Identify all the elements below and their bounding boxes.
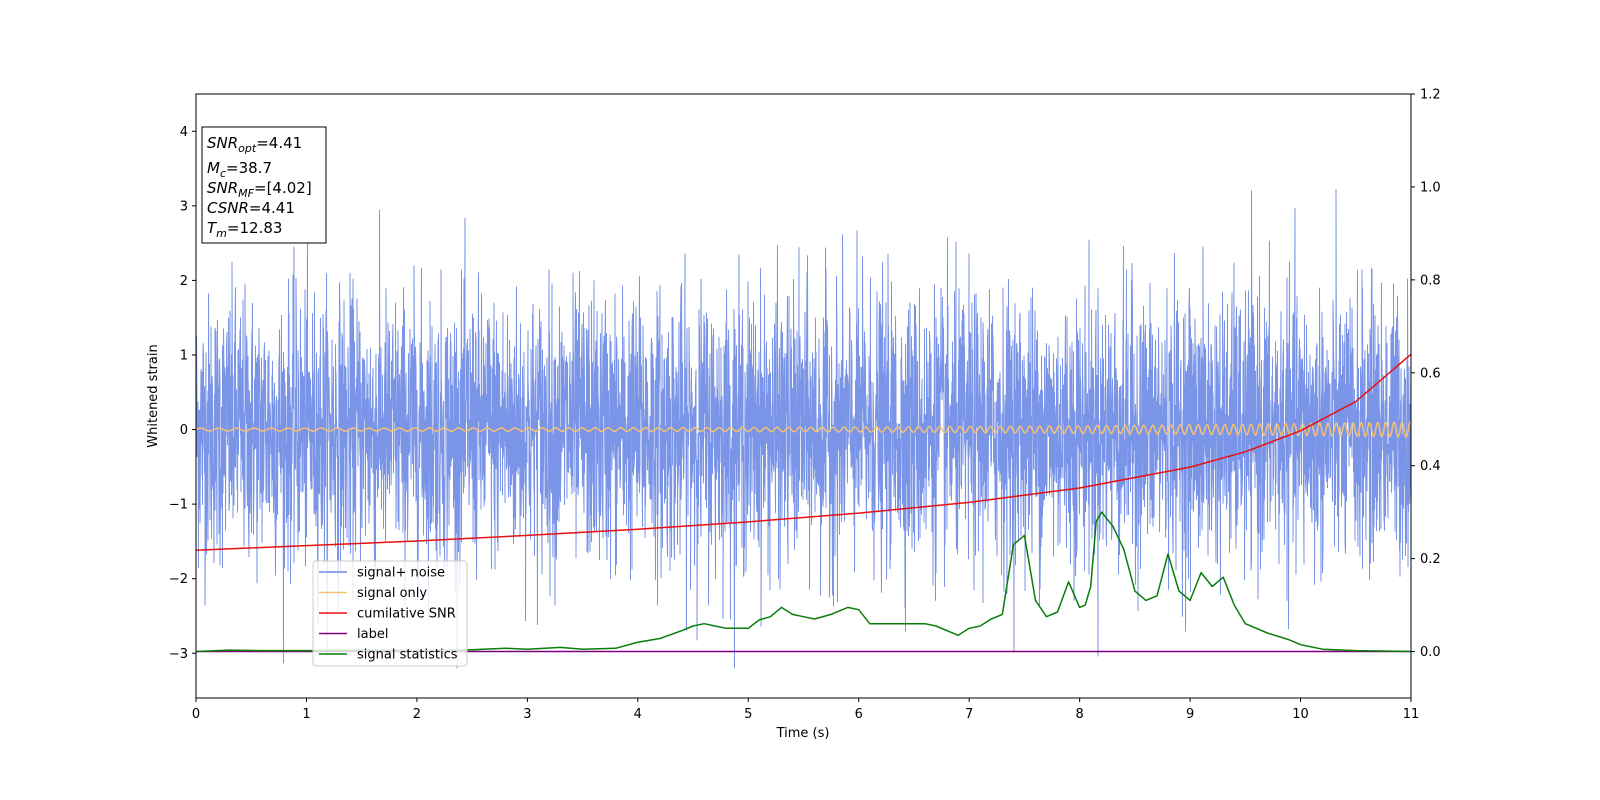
stats-value: =4.41: [249, 199, 295, 217]
y2-tick-label: 0.8: [1420, 273, 1441, 288]
stats-value: =38.7: [226, 159, 272, 177]
legend-label: label: [357, 627, 388, 642]
y-tick-label: 1: [180, 348, 188, 363]
stats-line: CSNR=4.41: [207, 199, 295, 217]
y-tick-label: 2: [180, 274, 188, 289]
stats-box: SNRopt=4.41 Mc=38.7 SNRMF=[4.02] CSNR=4.41 T…: [201, 126, 327, 244]
stats-line: SNRMF=[4.02]: [207, 179, 312, 200]
stats-subscript: c: [220, 167, 226, 180]
x-tick-label: 0: [192, 707, 200, 722]
stats-value: =[4.02]: [254, 179, 312, 197]
axes: 0 1 2 3 4 5 6 7 8 9 10 11 −3 −2 −1 0 1 2 3 4 0.0 0.2 0.4 0.6 0.8…: [169, 88, 1441, 723]
legend-label: signal+ noise: [357, 566, 445, 581]
legend-label: cumilative SNR: [357, 607, 456, 622]
y-tick-label: 3: [180, 199, 188, 214]
stats-subscript: MF: [238, 187, 254, 200]
stats-line: Tm=12.83: [207, 219, 282, 240]
legend-label: signal statistics: [357, 648, 458, 663]
x-tick-label: 2: [413, 707, 421, 722]
stats-line: Mc=38.7: [207, 159, 272, 180]
y-tick-label: −3: [169, 647, 188, 662]
stats-value: =12.83: [227, 219, 283, 237]
series-signal-noise: [196, 189, 1411, 669]
x-tick-label: 1: [302, 707, 310, 722]
y-tick-label: −2: [169, 572, 188, 587]
y-tick-label: −1: [169, 498, 188, 513]
y2-tick-label: 0.4: [1420, 459, 1441, 474]
x-tick-label: 8: [1075, 707, 1083, 722]
x-tick-label: 5: [744, 707, 752, 722]
x-tick-label: 11: [1403, 707, 1420, 722]
x-axis-label: Time (s): [776, 726, 830, 741]
stats-subscript: opt: [238, 142, 257, 155]
x-tick-label: 7: [965, 707, 973, 722]
y-tick-label: 0: [180, 423, 188, 438]
series-signal-only: [196, 421, 1411, 438]
y2-tick-label: 1.0: [1420, 180, 1441, 195]
stats-value: =4.41: [256, 134, 302, 152]
legend-frame: [312, 560, 468, 667]
y-axis-label: Whitened strain: [146, 344, 161, 447]
stats-variable: SNR: [207, 134, 238, 152]
x-tick-label: 6: [855, 707, 863, 722]
y2-tick-label: 0.2: [1420, 552, 1441, 567]
stats-subscript: m: [216, 227, 227, 240]
legend-label: signal only: [357, 586, 427, 601]
stats-line: SNRopt=4.41: [207, 134, 302, 155]
x-tick-label: 3: [523, 707, 531, 722]
stats-variable: CSNR: [207, 199, 249, 217]
y2-tick-label: 1.2: [1420, 88, 1441, 103]
y2-tick-label: 0.6: [1420, 366, 1441, 381]
stats-variable: T: [207, 219, 218, 237]
plot-frame: [195, 93, 1412, 699]
series-cumulative-snr: [196, 353, 1411, 552]
y2-tick-label: 0.0: [1420, 645, 1441, 660]
stats-variable: M: [207, 159, 220, 177]
stats-variable: SNR: [207, 179, 238, 197]
legend: signal+ noise signal only cumilative SNR la…: [312, 560, 468, 667]
x-tick-label: 10: [1292, 707, 1309, 722]
x-tick-label: 9: [1186, 707, 1194, 722]
y-tick-label: 4: [180, 125, 188, 140]
series-signal-statistics: [196, 511, 1411, 653]
x-tick-label: 4: [634, 707, 642, 722]
